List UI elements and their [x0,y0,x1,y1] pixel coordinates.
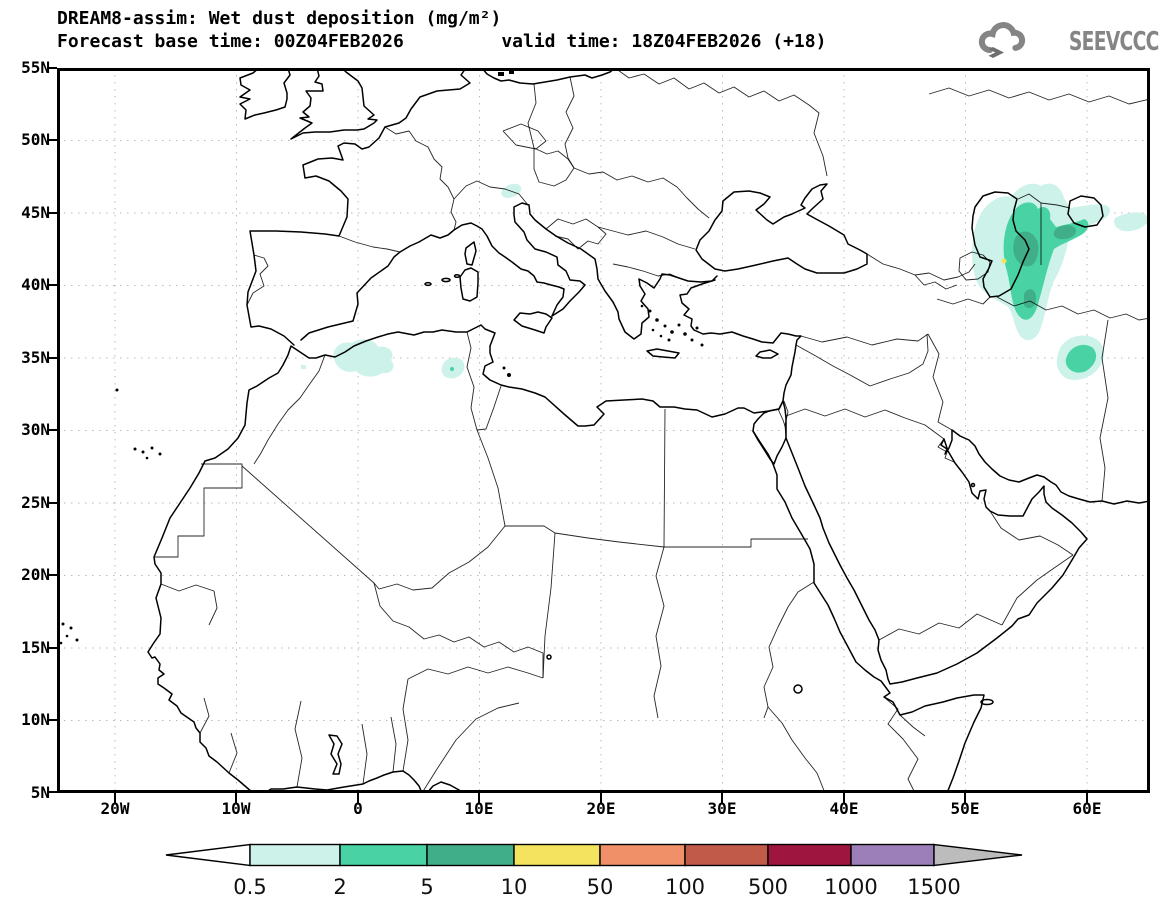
seevccc-logo: SEEVCCC [976,22,1160,62]
x-axis-label: 20W [100,799,130,818]
axis-tick [721,793,723,803]
colorbar-underflow-arrow [165,843,251,867]
axis-tick [47,574,57,576]
colorbar-tick-label: 500 [748,875,788,899]
axis-tick [47,429,57,431]
axis-tick [964,793,966,803]
country-borders [155,68,1150,793]
colorbar-cell [426,843,515,867]
colorbar-cell [850,843,935,867]
axis-tick [114,793,116,803]
y-axis-label: 35N [21,348,50,367]
dust-patch-algeria-pale [333,339,394,377]
colorbar-tick-label: 100 [665,875,705,899]
axis-tick [47,719,57,721]
y-axis-label: 20N [21,565,50,584]
y-axis-label: 5N [30,783,50,802]
axis-tick [235,793,237,803]
colorbar-tick-label: 5 [420,875,433,899]
x-axis-label: 50E [950,799,980,818]
y-axis-label: 40N [21,275,50,294]
axis-tick [47,357,57,359]
axis-tick [47,791,57,793]
colorbar-cell [249,843,341,867]
colorbar-tick-label: 1500 [907,875,960,899]
colorbar-legend: 0.5 2 5 10 50 100 500 1000 1500 [165,843,1023,899]
dust-patch-centralasia-pale [1114,212,1149,232]
logo-text: SEEVCCC [1069,27,1159,57]
axis-tick [1086,793,1088,803]
colorbar-tick-label: 10 [501,875,528,899]
y-axis-label: 50N [21,130,50,149]
dust-patch-iran-medium [1065,344,1097,373]
map-border-frame [57,68,1150,793]
y-axis-label: 55N [21,58,50,77]
x-axis-label: 30E [707,799,737,818]
axis-tick [47,284,57,286]
dust-patch-caspian-dark2 [1053,224,1077,240]
colorbar-cell [513,843,601,867]
colorbar-tick-label: 0.5 [233,875,266,899]
colorbar-cell [599,843,686,867]
dust-speck-algeria [301,365,306,369]
dust-peak-spot-yellow [1001,258,1007,264]
cloud-icon [979,22,1026,58]
page-title: DREAM8-assim: Wet dust deposition (mg/m²… [57,8,502,29]
grid-lines [57,68,1150,793]
axis-tick [478,793,480,803]
axis-tick [47,647,57,649]
axis-tick [47,139,57,141]
y-axis-label: 25N [21,493,50,512]
axis-tick [47,502,57,504]
header: DREAM8-assim: Wet dust deposition (mg/m²… [57,7,826,53]
axis-tick [357,793,359,803]
colorbar-cell [339,843,428,867]
page-subtitle: Forecast base time: 00Z04FEB2026 valid t… [57,31,827,52]
colorbar-tick-label: 50 [587,875,614,899]
x-axis-label: 10W [221,799,251,818]
x-axis-label: 0 [353,799,363,818]
map-canvas [57,68,1150,793]
axis-tick [600,793,602,803]
axis-tick [47,67,57,69]
dust-patch-caspian-dark3 [1024,289,1036,309]
dust-speck-tunisia-medium [450,367,454,371]
x-axis-label: 40E [829,799,859,818]
x-axis-label: 60E [1072,799,1102,818]
colorbar-cell [767,843,852,867]
island-specks [59,71,704,645]
x-axis-label: 20E [586,799,616,818]
colorbar-tick-label: 1000 [824,875,877,899]
y-axis-label: 45N [21,203,50,222]
y-axis-label: 15N [21,638,50,657]
y-axis-label: 30N [21,420,50,439]
colorbar-cell [684,843,769,867]
coastlines [147,68,1150,793]
dust-patch-caspian-dark1 [1013,231,1039,267]
axis-tick [843,793,845,803]
y-axis-label: 10N [21,710,50,729]
axis-tick [47,212,57,214]
colorbar-overflow-arrow [933,843,1023,867]
colorbar-tick-label: 2 [333,875,346,899]
x-axis-label: 10E [464,799,494,818]
